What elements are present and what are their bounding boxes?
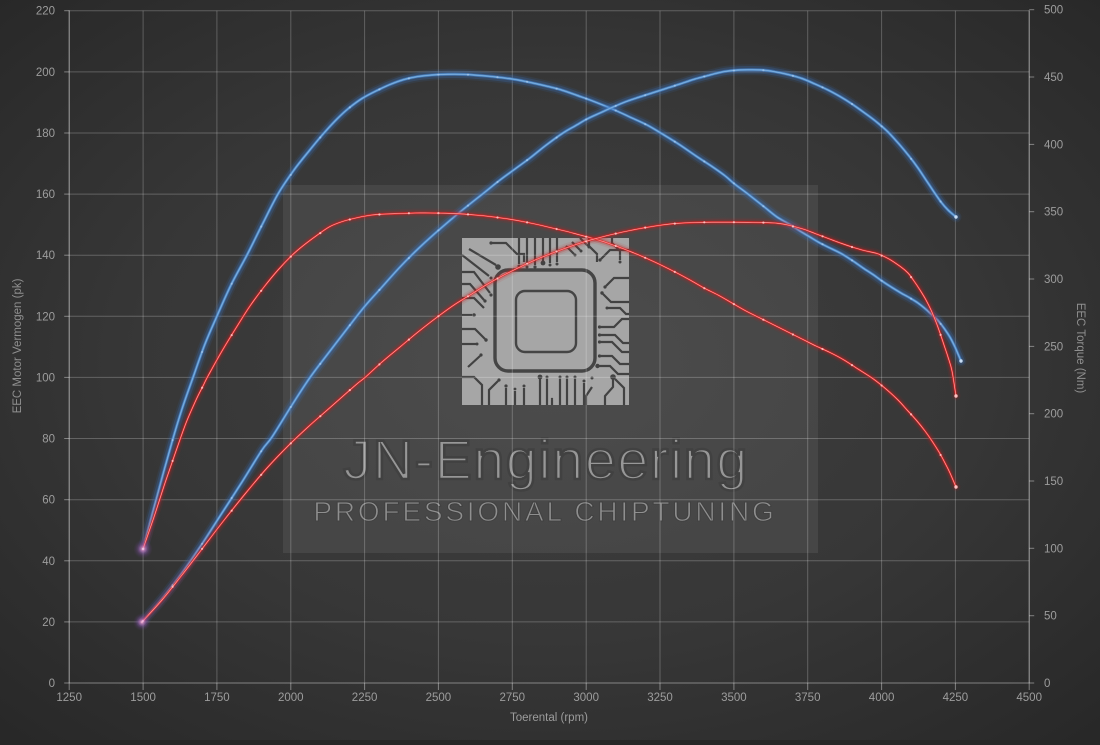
svg-text:40: 40 xyxy=(42,556,55,568)
svg-text:160: 160 xyxy=(36,189,55,201)
svg-text:350: 350 xyxy=(1044,207,1063,219)
svg-text:1750: 1750 xyxy=(204,692,230,704)
svg-text:400: 400 xyxy=(1044,139,1063,151)
svg-text:4000: 4000 xyxy=(869,692,895,704)
svg-text:0: 0 xyxy=(1044,678,1050,690)
svg-text:2250: 2250 xyxy=(352,692,378,704)
svg-text:4500: 4500 xyxy=(1016,692,1042,704)
svg-text:150: 150 xyxy=(1044,476,1063,488)
svg-text:20: 20 xyxy=(42,617,55,629)
svg-text:JN-Engineering: JN-Engineering xyxy=(343,428,749,491)
svg-text:100: 100 xyxy=(1044,543,1063,555)
svg-text:80: 80 xyxy=(42,434,55,446)
svg-text:120: 120 xyxy=(36,311,55,323)
svg-text:EEC Torque (Nm): EEC Torque (Nm) xyxy=(1074,303,1086,394)
svg-text:PROFESSIONAL CHIPTUNING: PROFESSIONAL CHIPTUNING xyxy=(313,496,776,527)
svg-text:Toerental (rpm): Toerental (rpm) xyxy=(510,712,588,724)
svg-text:140: 140 xyxy=(36,250,55,262)
svg-text:JN-Engineering: JN-Engineering xyxy=(343,428,749,491)
svg-text:450: 450 xyxy=(1044,72,1063,84)
svg-text:3500: 3500 xyxy=(721,692,747,704)
svg-text:0: 0 xyxy=(49,678,55,690)
svg-text:200: 200 xyxy=(36,67,55,79)
svg-text:50: 50 xyxy=(1044,611,1057,623)
svg-text:2000: 2000 xyxy=(278,692,304,704)
svg-text:100: 100 xyxy=(36,372,55,384)
svg-text:180: 180 xyxy=(36,128,55,140)
svg-text:2750: 2750 xyxy=(500,692,526,704)
svg-text:4250: 4250 xyxy=(943,692,969,704)
svg-text:2500: 2500 xyxy=(426,692,452,704)
svg-text:250: 250 xyxy=(1044,341,1063,353)
svg-text:PROFESSIONAL CHIPTUNING: PROFESSIONAL CHIPTUNING xyxy=(313,496,776,527)
svg-text:200: 200 xyxy=(1044,409,1063,421)
svg-text:1250: 1250 xyxy=(56,692,82,704)
svg-text:500: 500 xyxy=(1044,5,1063,17)
svg-text:3750: 3750 xyxy=(795,692,821,704)
svg-text:1500: 1500 xyxy=(130,692,156,704)
svg-text:EEC Motor Vermogen (pk): EEC Motor Vermogen (pk) xyxy=(12,278,24,413)
svg-text:3000: 3000 xyxy=(573,692,599,704)
svg-text:300: 300 xyxy=(1044,274,1063,286)
svg-text:60: 60 xyxy=(42,495,55,507)
svg-text:220: 220 xyxy=(36,6,55,18)
svg-text:3250: 3250 xyxy=(647,692,673,704)
